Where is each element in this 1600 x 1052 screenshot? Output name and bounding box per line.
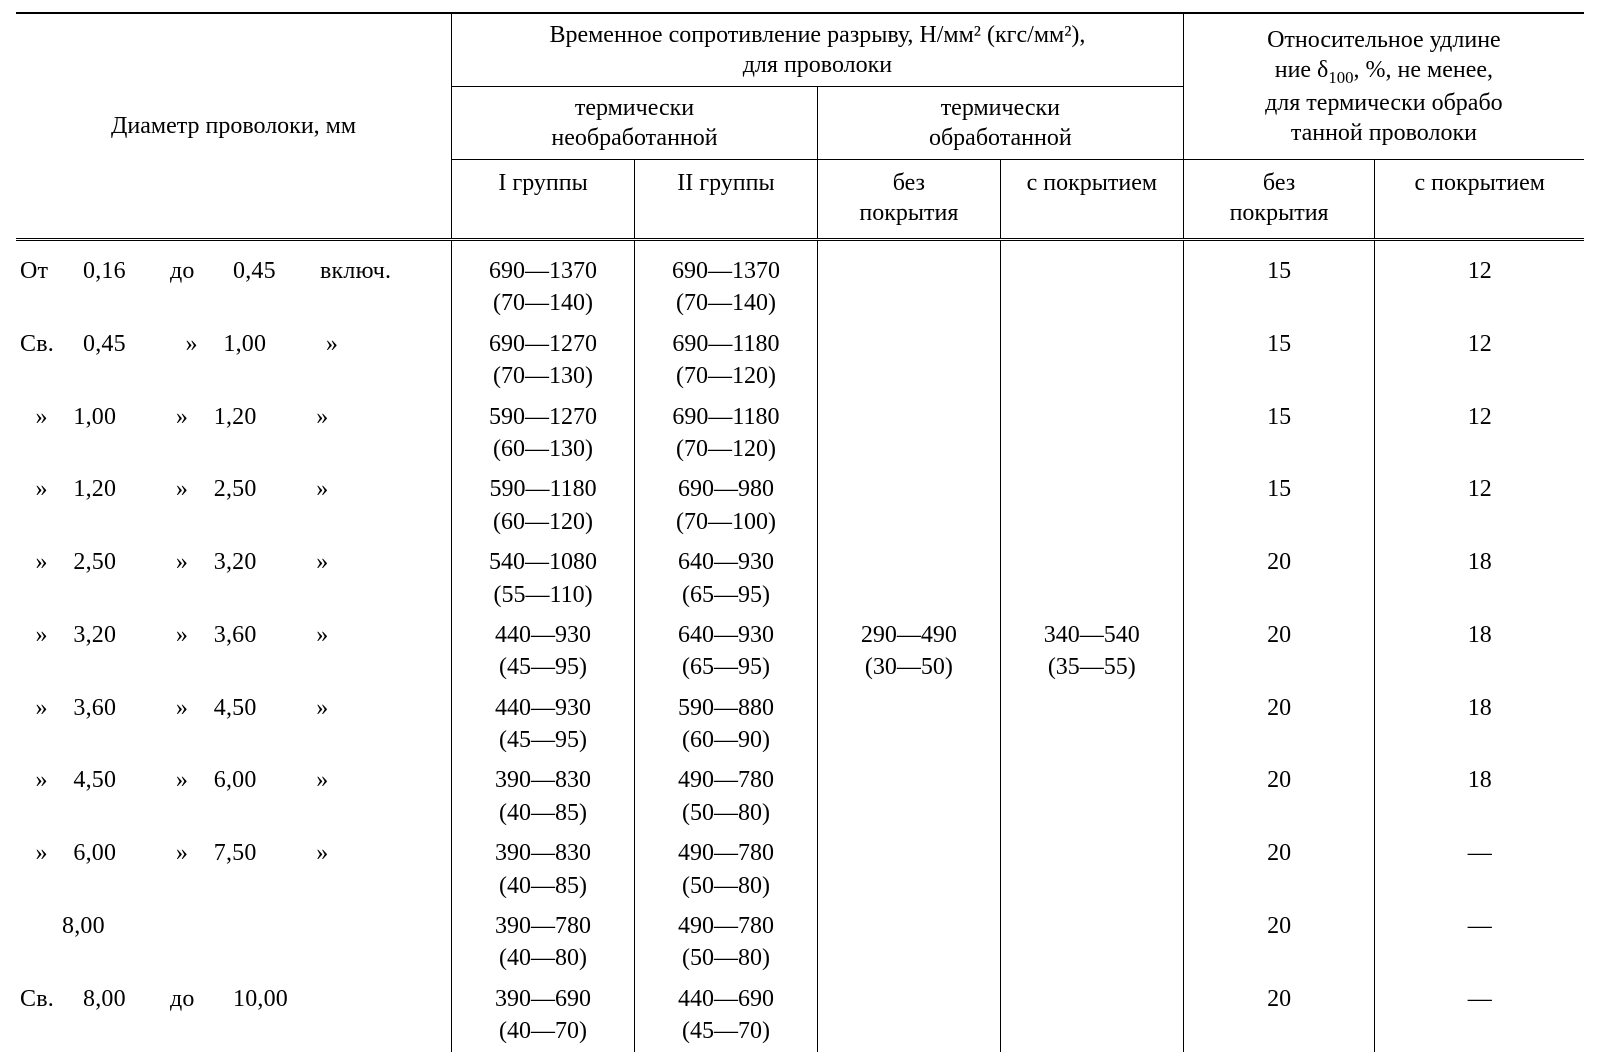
cell-group2: 690—1180(70—120) — [635, 324, 818, 397]
cell-group1: 590—1270(60—130) — [452, 397, 635, 470]
table-row: От 0,16 до 0,45 включ.690—1370(70—140)69… — [16, 240, 1584, 324]
col-header-nocoat: безпокрытия — [817, 160, 1000, 240]
table-row: Св. 0,45 » 1,00 »690—1270(70—130)690—118… — [16, 324, 1584, 397]
elong-l1: Относительное удлине — [1267, 27, 1501, 53]
col-header-coat: с покрытием — [1000, 160, 1183, 240]
table-row: » 6,00 » 7,50 »390—830(40—85)490—780(50—… — [16, 833, 1584, 906]
cell-elong-nocoat: 20 — [1183, 906, 1375, 979]
cell-diameter: » 4,50 » 6,00 » — [16, 760, 452, 833]
cell-elong-coat: 12 — [1375, 469, 1584, 542]
cell-elong-coat: — — [1375, 979, 1584, 1052]
cell-elong-coat: 18 — [1375, 688, 1584, 761]
cell-group1: 540—1080(55—110) — [452, 542, 635, 615]
tensile-line2: для проволоки — [743, 52, 892, 78]
table-row: Св. 8,00 до 10,00390—690(40—70)440—690(4… — [16, 979, 1584, 1052]
col-header-untreated: термическинеобработанной — [452, 87, 818, 160]
cell-elong-coat: 12 — [1375, 397, 1584, 470]
cell-elong-coat: — — [1375, 906, 1584, 979]
cell-elong-nocoat: 15 — [1183, 240, 1375, 324]
cell-elong-nocoat: 20 — [1183, 979, 1375, 1052]
wire-properties-table: Диаметр проволоки, мм Временное сопротив… — [16, 12, 1584, 1052]
cell-diameter: » 2,50 » 3,20 » — [16, 542, 452, 615]
cell-group1: 440—930(45—95) — [452, 615, 635, 688]
cell-diameter: » 3,60 » 4,50 » — [16, 688, 452, 761]
cell-group1: 390—690(40—70) — [452, 979, 635, 1052]
cell-elong-nocoat: 20 — [1183, 542, 1375, 615]
cell-group2: 690—980(70—100) — [635, 469, 818, 542]
col-header-treated: термическиобработанной — [817, 87, 1183, 160]
table-row: » 3,60 » 4,50 »440—930(45—95)590—880(60—… — [16, 688, 1584, 761]
cell-group1: 390—830(40—85) — [452, 833, 635, 906]
cell-group2: 490—780(50—80) — [635, 906, 818, 979]
table-body: От 0,16 до 0,45 включ.690—1370(70—140)69… — [16, 240, 1584, 1052]
cell-elong-coat: 18 — [1375, 615, 1584, 688]
col-header-elong-coat: с покрытием — [1375, 160, 1584, 240]
cell-elong-nocoat: 20 — [1183, 615, 1375, 688]
col-header-elongation: Относительное удлине ние δ100, %, не мен… — [1183, 13, 1584, 160]
cell-group2: 640—930(65—95) — [635, 615, 818, 688]
col-header-elong-nocoat: безпокрытия — [1183, 160, 1375, 240]
table-row: » 1,20 » 2,50 »590—1180(60—120)690—980(7… — [16, 469, 1584, 542]
table-row: 8,00390—780(40—80)490—780(50—80) 20— — [16, 906, 1584, 979]
cell-diameter: » 1,00 » 1,20 » — [16, 397, 452, 470]
table-row: » 3,20 » 3,60 »440—930(45—95)640—930(65—… — [16, 615, 1584, 688]
cell-elong-coat: — — [1375, 833, 1584, 906]
cell-elong-coat: 18 — [1375, 760, 1584, 833]
col-header-group1: I группы — [452, 160, 635, 240]
cell-elong-nocoat: 20 — [1183, 688, 1375, 761]
cell-elong-nocoat: 15 — [1183, 469, 1375, 542]
col-header-diameter: Диаметр проволоки, мм — [16, 13, 452, 240]
cell-elong-coat: 18 — [1375, 542, 1584, 615]
cell-elong-nocoat: 20 — [1183, 760, 1375, 833]
cell-group2: 590—880(60—90) — [635, 688, 818, 761]
cell-diameter: » 3,20 » 3,60 » — [16, 615, 452, 688]
cell-group1: 390—780(40—80) — [452, 906, 635, 979]
cell-group2: 690—1180(70—120) — [635, 397, 818, 470]
cell-group2: 690—1370(70—140) — [635, 240, 818, 324]
cell-diameter: » 6,00 » 7,50 » — [16, 833, 452, 906]
cell-elong-coat: 12 — [1375, 240, 1584, 324]
cell-diameter: От 0,16 до 0,45 включ. — [16, 240, 452, 324]
cell-diameter: Св. 8,00 до 10,00 — [16, 979, 452, 1052]
cell-group1: 690—1270(70—130) — [452, 324, 635, 397]
cell-group1: 590—1180(60—120) — [452, 469, 635, 542]
cell-elong-nocoat: 20 — [1183, 833, 1375, 906]
cell-group1: 690—1370(70—140) — [452, 240, 635, 324]
table-row: » 4,50 » 6,00 »390—830(40—85)490—780(50—… — [16, 760, 1584, 833]
tensile-line1: Временное сопротивление разрыву, Н/мм² (… — [549, 22, 1085, 48]
cell-elong-coat: 12 — [1375, 324, 1584, 397]
cell-group1: 390—830(40—85) — [452, 760, 635, 833]
cell-treated-nocoat: 290—490(30—50) — [817, 240, 1000, 1052]
cell-elong-nocoat: 15 — [1183, 397, 1375, 470]
cell-diameter: Св. 0,45 » 1,00 » — [16, 324, 452, 397]
elong-l2: ние δ100, %, не менее, — [1275, 57, 1493, 83]
cell-diameter: 8,00 — [16, 906, 452, 979]
cell-elong-nocoat: 15 — [1183, 324, 1375, 397]
cell-group2: 490—780(50—80) — [635, 833, 818, 906]
cell-treated-coat: 340—540(35—55) — [1000, 240, 1183, 1052]
col-header-group2: II группы — [635, 160, 818, 240]
elong-l4: танной проволоки — [1291, 120, 1477, 146]
table-row: » 1,00 » 1,20 »590—1270(60—130)690—1180(… — [16, 397, 1584, 470]
cell-group2: 440—690(45—70) — [635, 979, 818, 1052]
cell-group2: 640—930(65—95) — [635, 542, 818, 615]
cell-group1: 440—930(45—95) — [452, 688, 635, 761]
cell-group2: 490—780(50—80) — [635, 760, 818, 833]
col-header-tensile: Временное сопротивление разрыву, Н/мм² (… — [452, 13, 1184, 87]
cell-diameter: » 1,20 » 2,50 » — [16, 469, 452, 542]
elong-l3: для термически обрабо — [1265, 90, 1503, 116]
table-row: » 2,50 » 3,20 »540—1080(55—110)640—930(6… — [16, 542, 1584, 615]
